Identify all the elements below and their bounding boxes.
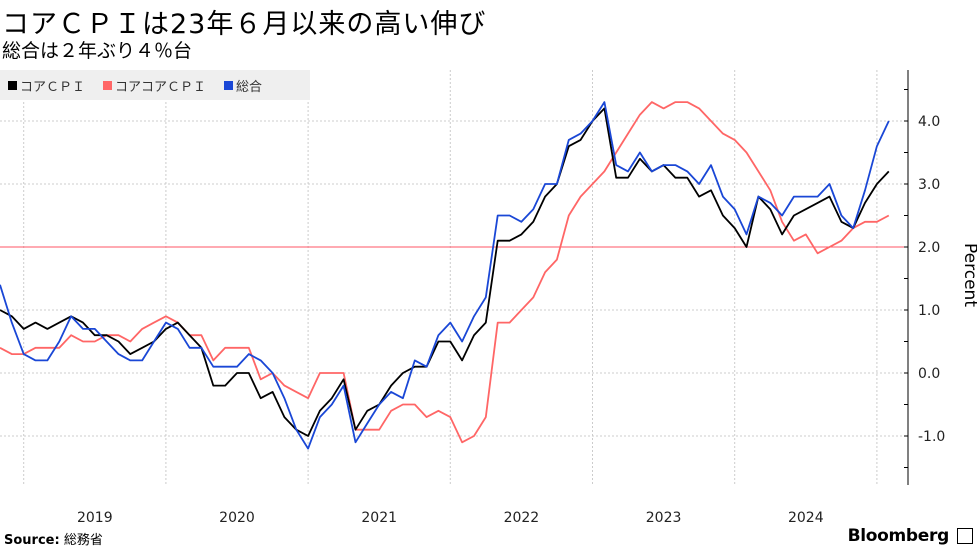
legend-item-core-core-cpi[interactable]: コアコアＣＰＩ [103,76,206,95]
source-label: Source: [4,533,60,548]
legend-swatch [224,80,234,90]
chart-subtitle: 総合は２年ぶり４％台 [2,40,193,62]
bloomberg-logo-box-icon [957,528,973,544]
legend-item-headline[interactable]: 総合 [224,76,262,95]
y-tick-label: -1.0 [918,429,945,445]
legend: コアＣＰＩ コアコアＣＰＩ 総合 [0,70,310,100]
y-tick-label: 3.0 [918,177,940,193]
source-value: 総務省 [63,533,103,548]
legend-swatch [103,80,113,90]
series-line-0 [0,107,890,437]
legend-label: 総合 [236,79,263,95]
y-tick-label: 4.0 [918,114,940,130]
x-tick-label: 2019 [77,510,113,526]
x-tick-label: 2024 [788,510,824,526]
bloomberg-logo: Bloomberg [847,526,950,546]
y-tick-label: 0.0 [918,366,940,382]
chart-title: コアＣＰＩは23年６月以来の高い伸び [2,9,487,40]
series-line-1 [0,101,890,444]
y-tick-label: 2.0 [918,240,940,256]
legend-label: コアＣＰＩ [20,79,86,95]
x-tick-label: 2020 [219,510,255,526]
legend-swatch [8,80,17,90]
y-axis-label: Percent [960,243,977,307]
y-tick-label: 1.0 [918,303,940,319]
source-note: Source: 総務省 [4,529,103,548]
legend-label: コアコアＣＰＩ [115,79,207,95]
series-line-2 [0,101,890,450]
x-tick-label: 2021 [361,510,397,526]
x-tick-label: 2023 [646,510,682,526]
x-tick-label: 2022 [504,510,540,526]
legend-item-core-cpi[interactable]: コアＣＰＩ [8,76,85,95]
